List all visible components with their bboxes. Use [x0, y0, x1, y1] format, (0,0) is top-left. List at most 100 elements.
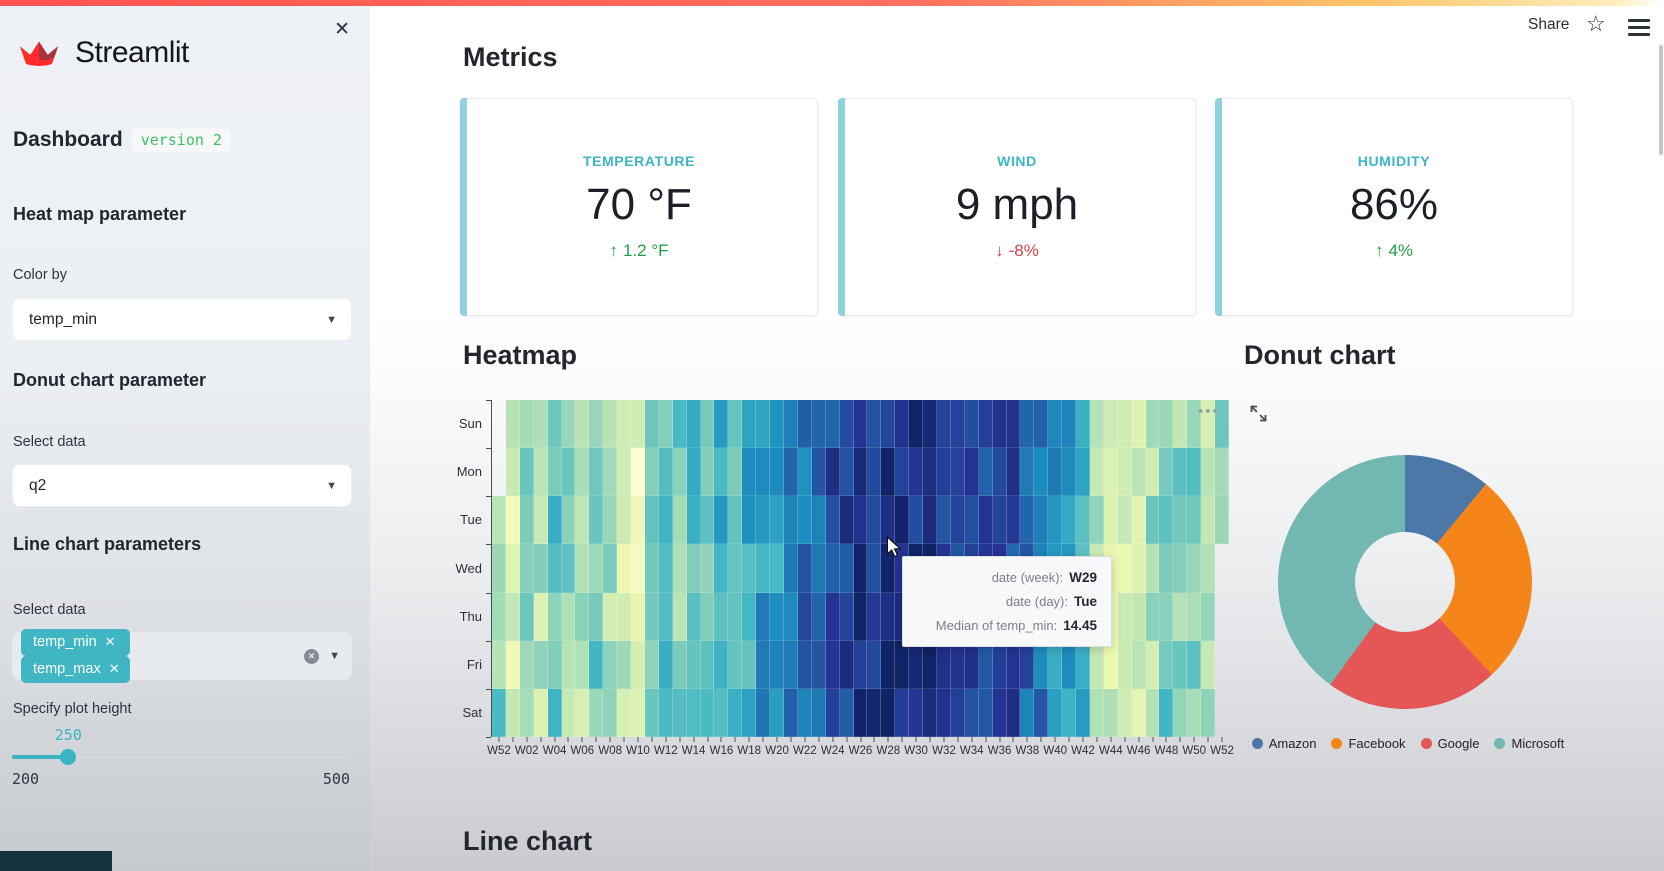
- heatmap-cell[interactable]: [742, 400, 757, 449]
- heatmap-cell[interactable]: [589, 688, 604, 737]
- heatmap-cell[interactable]: [1187, 496, 1202, 545]
- color-by-select[interactable]: temp_min ▼: [12, 298, 352, 341]
- heatmap-cell[interactable]: [1215, 593, 1229, 641]
- heatmap-cell[interactable]: [644, 640, 659, 689]
- heatmap-cell[interactable]: [1215, 496, 1229, 545]
- heatmap-cell[interactable]: [492, 688, 506, 737]
- heatmap-cell[interactable]: [644, 400, 659, 449]
- heatmap-cell[interactable]: [644, 496, 659, 545]
- heatmap-cell[interactable]: [756, 688, 771, 737]
- heatmap-cell[interactable]: [728, 688, 743, 737]
- heatmap-cell[interactable]: [1159, 400, 1174, 449]
- heatmap-cell[interactable]: [1159, 496, 1174, 545]
- heatmap-cell[interactable]: [909, 496, 924, 545]
- heatmap-cell[interactable]: [714, 544, 729, 593]
- heatmap-cell[interactable]: [1145, 448, 1160, 497]
- heatmap-cell[interactable]: [1020, 688, 1035, 737]
- line-data-multiselect[interactable]: temp_min ✕ temp_max ✕ ✕ ▼: [12, 629, 352, 683]
- heatmap-cell[interactable]: [1062, 640, 1077, 689]
- donut-data-select[interactable]: q2 ▼: [12, 464, 352, 507]
- heatmap-cell[interactable]: [519, 592, 534, 641]
- close-sidebar-icon[interactable]: ✕: [334, 19, 350, 40]
- heatmap-cell[interactable]: [756, 400, 771, 449]
- heatmap-cell[interactable]: [547, 544, 562, 593]
- heatmap-cell[interactable]: [811, 544, 826, 593]
- heatmap-cell[interactable]: [797, 448, 812, 497]
- heatmap-cell[interactable]: [575, 544, 590, 593]
- heatmap-cell[interactable]: [909, 448, 924, 497]
- heatmap-cell[interactable]: [964, 688, 979, 737]
- heatmap-cell[interactable]: [505, 448, 520, 497]
- heatmap-cell[interactable]: [1089, 688, 1104, 737]
- heatmap-cell[interactable]: [909, 640, 924, 689]
- heatmap-cell[interactable]: [1103, 688, 1118, 737]
- heatmap-cell[interactable]: [589, 640, 604, 689]
- heatmap-cell[interactable]: [1159, 640, 1174, 689]
- heatmap-cell[interactable]: [728, 400, 743, 449]
- heatmap-cell[interactable]: [1215, 448, 1229, 497]
- heatmap-cell[interactable]: [936, 448, 951, 497]
- heatmap-cell[interactable]: [936, 496, 951, 545]
- heatmap-cell[interactable]: [867, 544, 882, 593]
- heatmap-cell[interactable]: [505, 688, 520, 737]
- heatmap-cell[interactable]: [505, 640, 520, 689]
- heatmap-cell[interactable]: [519, 544, 534, 593]
- heatmap-cell[interactable]: [617, 544, 632, 593]
- heatmap-cell[interactable]: [1131, 496, 1146, 545]
- heatmap-cell[interactable]: [923, 400, 937, 449]
- heatmap-cell[interactable]: [519, 400, 534, 449]
- heatmap-cell[interactable]: [784, 496, 798, 545]
- heatmap-cell[interactable]: [589, 544, 604, 593]
- heatmap-cell[interactable]: [950, 400, 965, 449]
- heatmap-cell[interactable]: [1048, 448, 1063, 497]
- heatmap-cell[interactable]: [1187, 400, 1202, 449]
- chip-remove-icon[interactable]: ✕: [108, 661, 120, 676]
- heatmap-cell[interactable]: [964, 640, 979, 689]
- heatmap-cell[interactable]: [811, 400, 826, 449]
- heatmap-cell[interactable]: [631, 448, 645, 497]
- heatmap-cell[interactable]: [1145, 592, 1160, 641]
- heatmap-cell[interactable]: [1034, 688, 1049, 737]
- heatmap-cell[interactable]: [756, 448, 771, 497]
- heatmap-cell[interactable]: [978, 688, 993, 737]
- heatmap-cell[interactable]: [728, 544, 743, 593]
- heatmap-cell[interactable]: [589, 592, 604, 641]
- heatmap-cell[interactable]: [631, 400, 645, 449]
- heatmap-cell[interactable]: [561, 640, 576, 689]
- heatmap-cell[interactable]: [547, 640, 562, 689]
- heatmap-cell[interactable]: [505, 592, 520, 641]
- heatmap-cell[interactable]: [1020, 400, 1035, 449]
- heatmap-cell[interactable]: [700, 544, 715, 593]
- heatmap-cell[interactable]: [1145, 688, 1160, 737]
- heatmap-cell[interactable]: [728, 640, 743, 689]
- heatmap-cell[interactable]: [811, 592, 826, 641]
- heatmap-cell[interactable]: [658, 640, 673, 689]
- heatmap-cell[interactable]: [672, 688, 687, 737]
- heatmap-cell[interactable]: [1173, 688, 1188, 737]
- share-button[interactable]: Share: [1528, 16, 1570, 33]
- heatmap-cell[interactable]: [784, 400, 798, 449]
- heatmap-cell[interactable]: [492, 592, 506, 641]
- heatmap-cell[interactable]: [1117, 688, 1132, 737]
- heatmap-cell[interactable]: [519, 688, 534, 737]
- heatmap-cell[interactable]: [547, 496, 562, 545]
- heatmap-cell[interactable]: [700, 400, 715, 449]
- heatmap-cell[interactable]: [825, 640, 840, 689]
- heatmap-cell[interactable]: [825, 496, 840, 545]
- slider-track[interactable]: [12, 749, 350, 765]
- heatmap-cell[interactable]: [1117, 400, 1132, 449]
- heatmap-cell[interactable]: [589, 400, 604, 449]
- heatmap-cell[interactable]: [770, 496, 785, 545]
- heatmap-cell[interactable]: [561, 496, 576, 545]
- heatmap-cell[interactable]: [770, 592, 785, 641]
- heatmap-cell[interactable]: [1201, 592, 1216, 641]
- heatmap-cell[interactable]: [895, 688, 910, 737]
- heatmap-cell[interactable]: [1131, 688, 1146, 737]
- heatmap-cell[interactable]: [909, 688, 924, 737]
- heatmap-cell[interactable]: [686, 400, 701, 449]
- heatmap-cell[interactable]: [909, 400, 924, 449]
- heatmap-cell[interactable]: [1131, 544, 1146, 593]
- heatmap-cell[interactable]: [505, 544, 520, 593]
- heatmap-cell[interactable]: [770, 448, 785, 497]
- heatmap-cell[interactable]: [825, 400, 840, 449]
